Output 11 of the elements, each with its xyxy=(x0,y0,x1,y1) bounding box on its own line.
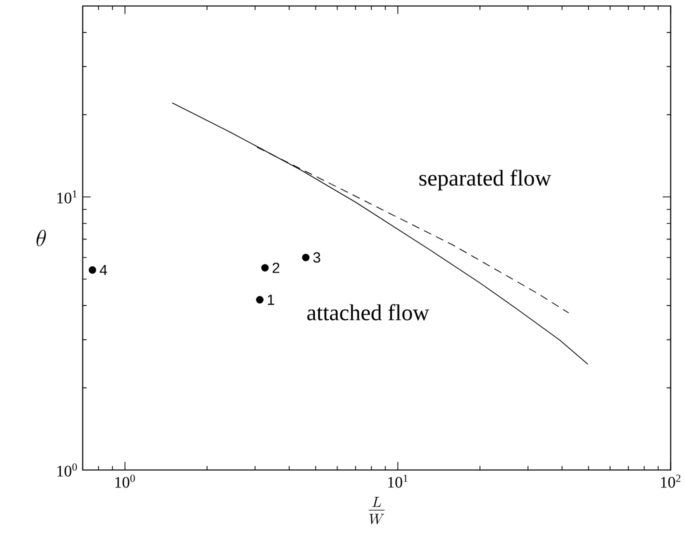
annotation: 2 xyxy=(272,262,280,273)
annotation: 1 xyxy=(268,294,274,305)
x-tick-label: 10$^{0}$ xyxy=(115,474,135,488)
y-axis-title: $\theta$ xyxy=(36,230,46,246)
x-tick-label: 10$^{2}$ xyxy=(661,474,680,488)
annotation: separated flow xyxy=(419,170,552,190)
annotation: attached flow xyxy=(307,304,430,320)
x-tick-label: 10$^{1}$ xyxy=(388,474,408,488)
x-axis-title: $\frac{L}{W}$ xyxy=(368,496,385,524)
annotation: 3 xyxy=(313,252,320,263)
annotation: 4 xyxy=(100,264,108,276)
